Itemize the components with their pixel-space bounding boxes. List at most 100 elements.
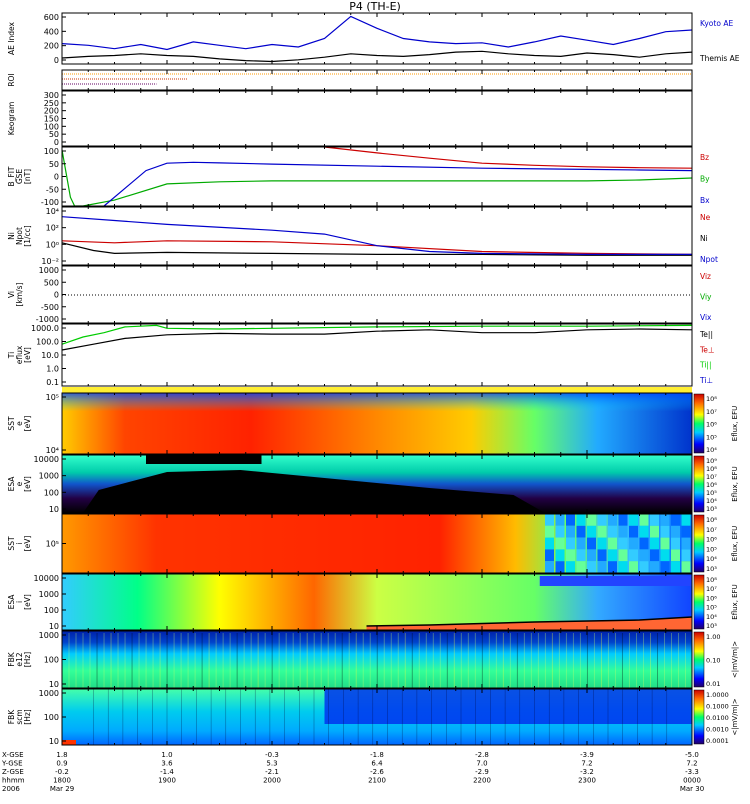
sst-i-bin [576, 537, 586, 550]
z-gse-label: -2.9 [475, 768, 489, 776]
sst-i-bin [650, 525, 659, 538]
z-gse-label: -0.2 [55, 768, 69, 776]
colorbar [693, 574, 705, 630]
panel-frame-ae [61, 12, 693, 65]
y-axis-label-ylabel2: i [15, 601, 24, 603]
sst-i-bin [618, 561, 628, 573]
start-date-label: Mar 29 [50, 785, 74, 793]
colorbar-label: Eflux, EFU [731, 466, 739, 501]
y-tick-label: -50 [46, 185, 59, 194]
fbk-scm-dark-band [324, 689, 692, 724]
series-ni-2 [61, 216, 692, 255]
colorbar-tick-label: 10⁶ [706, 481, 717, 489]
sst-i-bin [618, 537, 628, 550]
y-gse-label: 5.3 [266, 760, 277, 768]
series-ti-0 [61, 328, 693, 351]
time-axis-row-label: hhmm [2, 777, 25, 785]
colorbar-tick-label: 10⁸ [706, 516, 717, 524]
panel-frame-bfit [61, 146, 693, 207]
series-ni-1 [61, 242, 692, 256]
sst-i-bin [545, 561, 554, 573]
y-tick-label: 10 [49, 680, 59, 689]
colorbar-tick-label: 0.1000 [706, 703, 729, 711]
colorbar [693, 393, 705, 454]
time-tick-label: 2300 [578, 777, 596, 785]
sst-i-bin [608, 514, 617, 526]
y-tick-label: 10⁴ [46, 207, 59, 216]
series-bfit-1 [61, 149, 693, 207]
colorbar-tick-label: 10⁸ [706, 576, 717, 584]
y-axis-label-unit: [nT] [23, 169, 32, 184]
sst-i-bin [660, 561, 670, 573]
y-tick-label: 10⁻² [41, 257, 59, 266]
y-tick-label: 1000 [39, 631, 59, 640]
legend-entry: Themis AE [699, 54, 740, 63]
sst-i-bin [545, 549, 554, 562]
colorbar-tick-label: 10⁶ [706, 594, 717, 602]
colorbar-tick-label: 0.10 [706, 657, 720, 665]
colorbar-label: Eflux, EFU [731, 526, 739, 561]
y-axis-label-ylabel: AE Index [7, 21, 16, 54]
y-axis-label-ylabel: Vi [7, 291, 16, 298]
y-axis-label-unit: [eV] [23, 594, 32, 610]
y-tick-label: 10000 [34, 455, 59, 464]
sst-e-overlay [62, 393, 692, 454]
status-bar [62, 387, 692, 393]
y-tick-label: 10⁴ [46, 446, 59, 455]
colorbar-tick-label: 0.01 [706, 680, 720, 688]
sst-i-bin [650, 561, 659, 573]
colorbar-tick-label: 1.00 [706, 633, 720, 641]
y-axis-label-unit: [eV] [23, 536, 32, 552]
y-gse-label: 3.6 [161, 760, 173, 768]
series-ae-1 [61, 50, 693, 63]
colorbar [693, 689, 705, 745]
sst-i-bin [629, 537, 638, 550]
series-ti-2 [61, 324, 693, 345]
sst-i-bin [608, 525, 617, 538]
end-date-label: Mar 30 [680, 785, 704, 793]
esa-e-dark-region [83, 470, 545, 513]
z-gse-label: -2.1 [265, 768, 279, 776]
colorbar-tick-label: 0.0100 [706, 714, 729, 722]
sst-i-bin [608, 549, 617, 562]
colorbar-tick-label: 10⁷ [706, 585, 717, 593]
colorbar-tick-label: 10⁸ [706, 395, 717, 403]
sst-i-bin [681, 514, 691, 526]
time-axis-row-label: X-GSE [2, 751, 24, 759]
y-tick-label: -500 [41, 303, 59, 312]
sst-i-bin [660, 549, 670, 562]
sst-i-bin [671, 537, 680, 550]
series-bfit-0 [324, 146, 693, 169]
colorbar-tick-label: 10⁵ [706, 604, 717, 612]
time-axis-row-label: Y-GSE [1, 760, 23, 768]
colorbar-tick-label: 10⁵ [706, 433, 717, 441]
y-tick-label: 10⁵ [46, 540, 59, 549]
z-gse-label: -3.3 [685, 768, 699, 776]
time-tick-label: 0000 [683, 777, 701, 785]
sst-i-bin [639, 549, 649, 562]
x-gse-label: 1.0 [161, 751, 172, 759]
sst-i-bin [576, 514, 586, 526]
y-tick-label: 1000 [39, 689, 59, 698]
sst-i-bin [650, 514, 659, 526]
series-ni-0 [61, 240, 693, 255]
legend-entry: Bz [700, 153, 709, 162]
x-gse-label: -1.8 [370, 751, 384, 759]
legend-entry: Vix [700, 313, 712, 322]
y-tick-label: 250 [44, 99, 59, 108]
sst-i-bin [545, 514, 554, 526]
y-tick-label: 1.0 [46, 365, 59, 374]
legend-entry: By [700, 175, 710, 184]
y-axis-label-ylabel2: Npot [15, 227, 24, 245]
x-gse-label: -5.0 [685, 751, 699, 759]
sst-i-bin [671, 525, 680, 538]
sst-i-bin [566, 525, 575, 538]
y-tick-label: -100 [41, 198, 59, 207]
panel-frame-keogram [61, 90, 693, 147]
y-tick-label: 1000 [39, 266, 59, 275]
sst-i-bin [650, 549, 659, 562]
sst-i-bin [555, 525, 565, 538]
sst-i-bin [566, 537, 575, 550]
sst-i-bin [608, 561, 617, 573]
